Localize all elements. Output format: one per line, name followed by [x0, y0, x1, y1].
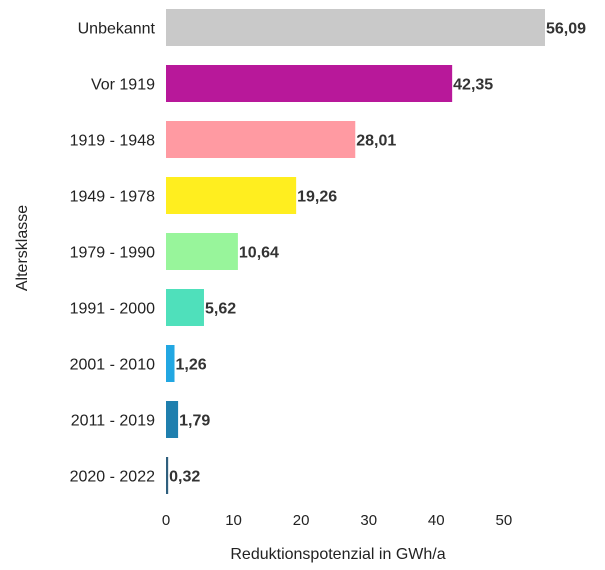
bar-6 — [166, 345, 175, 382]
x-tick-label-1: 10 — [225, 512, 242, 529]
bar-0 — [166, 9, 545, 46]
value-label-3: 19,26 — [297, 189, 337, 206]
category-label-5: 1991 - 2000 — [70, 301, 156, 318]
bar-7 — [166, 401, 179, 438]
value-labels-layer: 56,09 42,35 28,01 19,26 10,64 5,62 1,26 1,79 0,3… — [169, 21, 586, 486]
x-tick-label-3: 30 — [360, 512, 377, 529]
value-label-5: 5,62 — [205, 301, 236, 318]
category-label-6: 2001 - 2010 — [70, 357, 156, 374]
category-label-7: 2011 - 2019 — [71, 413, 155, 430]
x-tick-label-5: 50 — [496, 512, 513, 529]
value-label-0: 56,09 — [546, 21, 586, 38]
bar-8 — [166, 457, 169, 494]
x-ticks-layer: 0 10 20 30 40 50 — [162, 512, 512, 529]
bar-1 — [166, 65, 453, 102]
category-label-4: 1979 - 1990 — [70, 245, 156, 262]
value-label-1: 42,35 — [453, 77, 493, 94]
category-label-8: 2020 - 2022 — [70, 469, 156, 486]
value-label-8: 0,32 — [169, 469, 200, 486]
bar-2 — [166, 121, 356, 158]
category-label-2: 1919 - 1948 — [70, 133, 156, 150]
category-labels-layer: Unbekannt Vor 1919 1919 - 1948 1949 - 1978 1… — [70, 21, 156, 486]
x-axis-title: Reduktionspotenzial in GWh/a — [230, 546, 445, 563]
bar-3 — [166, 177, 297, 214]
x-tick-label-0: 0 — [162, 512, 170, 529]
bar-5 — [166, 289, 204, 326]
value-label-4: 10,64 — [239, 245, 279, 262]
x-tick-label-2: 20 — [293, 512, 310, 529]
category-label-0: Unbekannt — [78, 21, 156, 38]
bar-4 — [166, 233, 238, 270]
y-axis-title: Altersklasse — [14, 205, 31, 291]
bars-layer — [166, 9, 545, 494]
x-tick-label-4: 40 — [428, 512, 445, 529]
category-label-1: Vor 1919 — [91, 77, 155, 94]
category-label-3: 1949 - 1978 — [70, 189, 156, 206]
value-label-7: 1,79 — [179, 413, 210, 430]
value-label-6: 1,26 — [176, 357, 207, 374]
value-label-2: 28,01 — [356, 133, 396, 150]
